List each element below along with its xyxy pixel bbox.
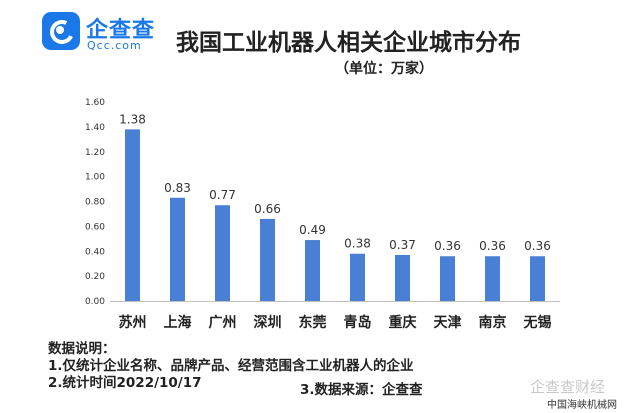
y-tick-label: 0.40: [85, 247, 105, 257]
x-tick-label: 天津: [434, 314, 462, 331]
data-label: 1.38: [119, 112, 146, 126]
bar: [305, 240, 320, 301]
data-label: 0.77: [209, 188, 236, 202]
x-tick-label: 深圳: [254, 314, 282, 331]
notes-line-1: 1.仅统计企业名称、品牌产品、经营范围含工业机器人的企业: [48, 358, 414, 374]
bar: [395, 254, 410, 301]
y-tick-label: 0.20: [85, 272, 105, 282]
y-tick-label: 0.60: [85, 222, 105, 232]
watermark: 企查查财经: [530, 378, 606, 396]
data-label: 0.49: [299, 223, 326, 237]
data-label: 0.38: [344, 237, 371, 251]
x-tick-label: 苏州: [119, 314, 147, 331]
bar: [530, 256, 545, 301]
data-label: 0.36: [434, 239, 461, 253]
x-tick-label: 南京: [479, 314, 507, 331]
x-tick-label: 广州: [209, 314, 237, 331]
data-label: 0.36: [479, 239, 506, 253]
bar: [485, 256, 500, 301]
bar: [350, 253, 365, 301]
data-label: 0.83: [164, 181, 191, 195]
qcc-logo-icon: [42, 12, 80, 50]
bar: [440, 256, 455, 301]
data-label: 0.37: [389, 238, 416, 252]
logo-name: 企查查: [86, 18, 156, 43]
y-tick-label: 1.60: [85, 98, 105, 108]
y-tick-label: 1.40: [85, 123, 105, 133]
notes-line-3: 3.数据来源：企查查: [300, 382, 423, 398]
x-tick-label: 上海: [164, 314, 192, 331]
chart-title: 我国工业机器人相关企业城市分布: [176, 30, 521, 56]
notes-heading: 数据说明：: [48, 341, 116, 357]
y-tick-label: 1.00: [85, 173, 105, 183]
y-tick-label: 0.00: [85, 297, 105, 307]
data-label: 0.66: [254, 202, 281, 216]
x-tick-label: 东莞: [299, 314, 327, 331]
notes-line-2: 2.统计时间2022/10/17: [48, 375, 202, 391]
x-tick-label: 青岛: [344, 314, 372, 331]
data-label: 0.36: [524, 239, 551, 253]
logo: 企查查 Qcc.com: [42, 12, 156, 52]
x-tick-label: 无锡: [523, 314, 552, 331]
x-tick-label: 重庆: [389, 314, 417, 331]
bar: [215, 205, 230, 301]
bar: [125, 129, 140, 301]
source-watermark: 中国海峡机械网: [547, 400, 617, 411]
y-tick-label: 0.80: [85, 198, 105, 208]
logo-domain: Qcc.com: [87, 39, 142, 52]
bar: [260, 218, 275, 301]
data-notes: 数据说明： 1.仅统计企业名称、品牌产品、经营范围含工业机器人的企业 2.统计时…: [48, 341, 414, 392]
chart-subtitle: （单位：万家）: [335, 61, 433, 77]
y-tick-label: 1.20: [85, 148, 105, 158]
bar: [170, 197, 185, 301]
